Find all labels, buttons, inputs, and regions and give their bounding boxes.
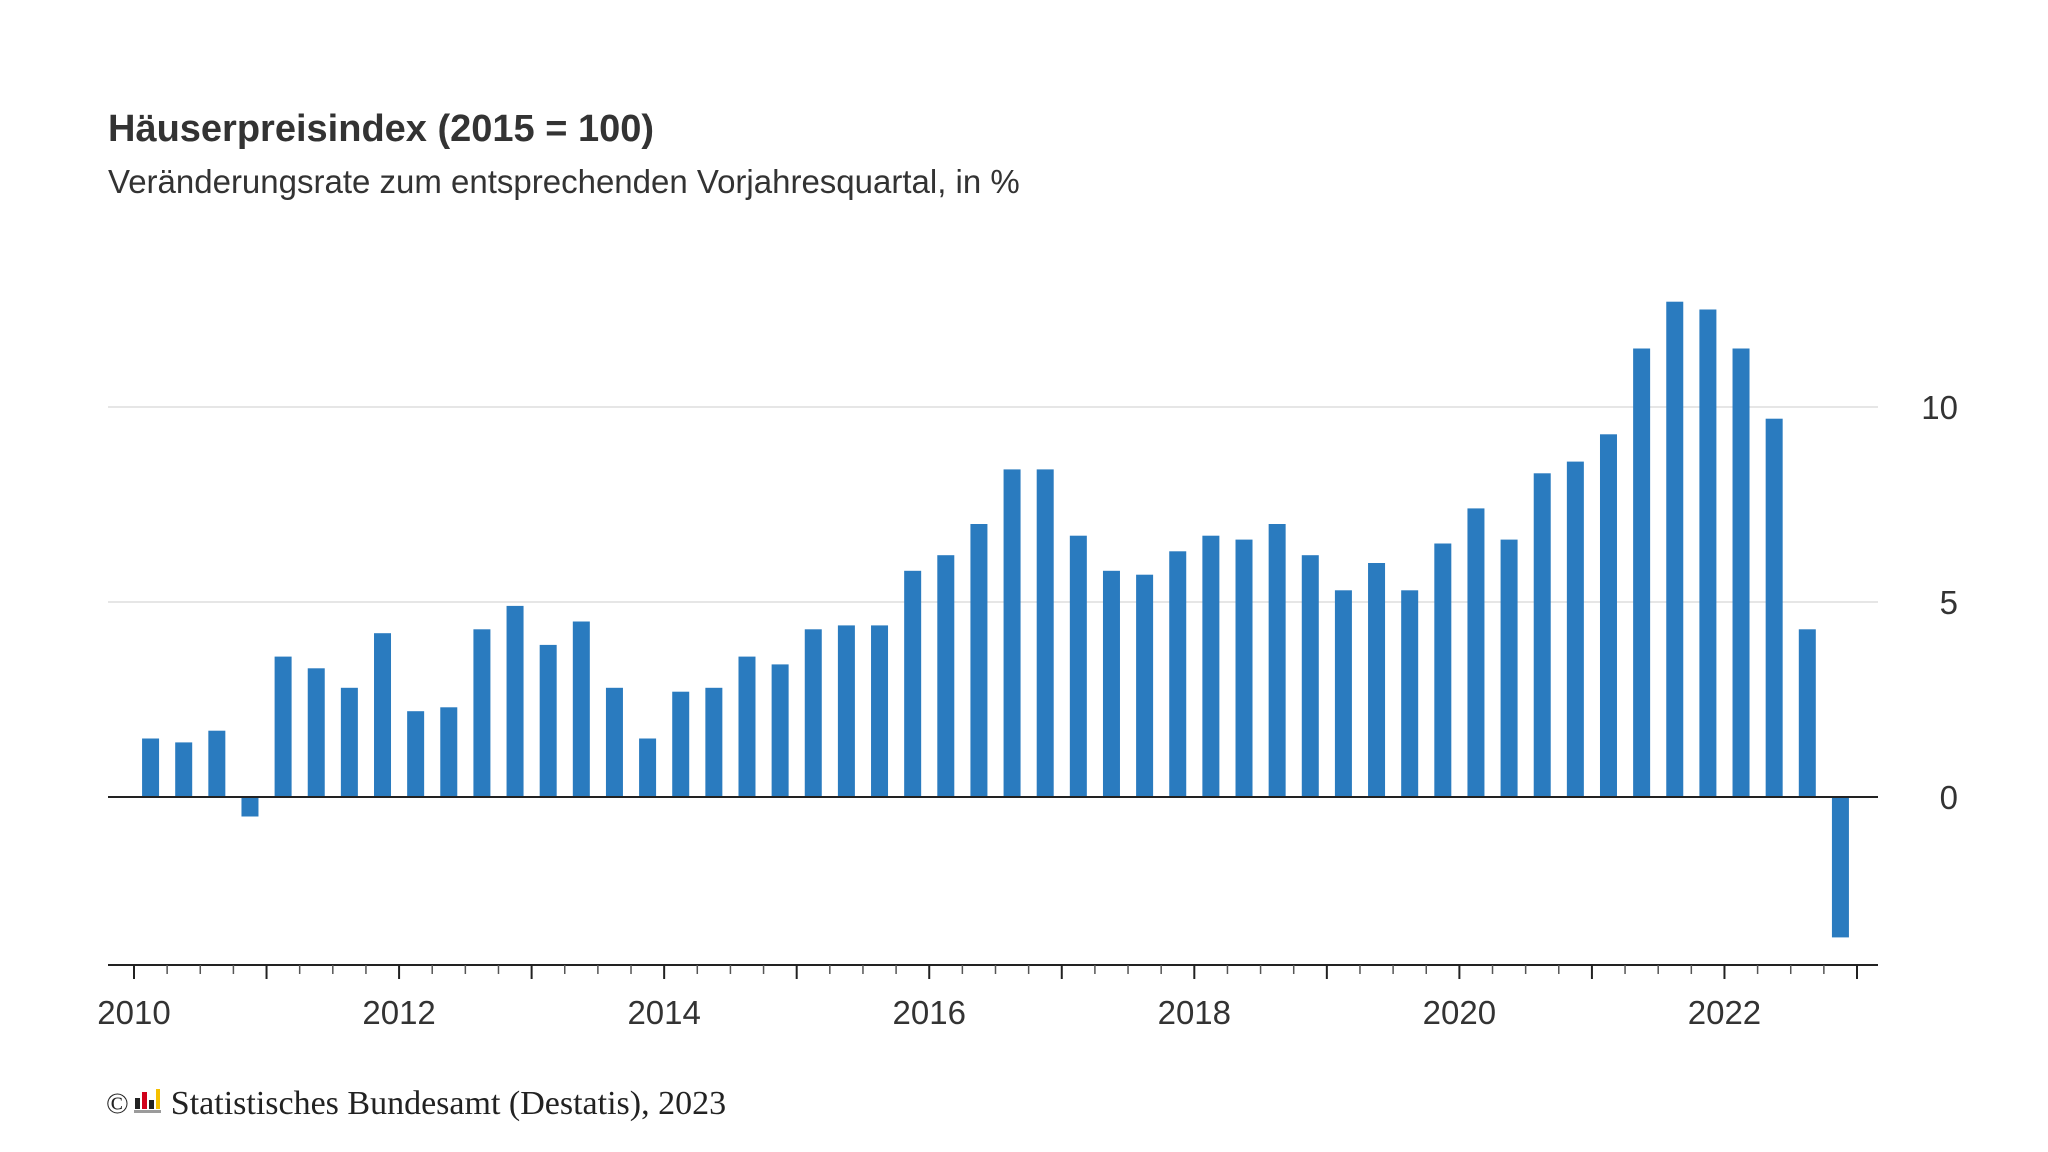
bar [639, 738, 657, 797]
source-text: Statistisches Bundesamt (Destatis), 2023 [170, 1085, 727, 1122]
bar [1500, 539, 1518, 797]
bar [340, 687, 358, 797]
bar [1169, 551, 1187, 797]
bar [1368, 563, 1386, 797]
bar [1136, 574, 1154, 797]
bar [1633, 348, 1651, 797]
bar [672, 691, 690, 797]
x-tick-label: 2018 [1158, 994, 1231, 1031]
x-tick-label: 2020 [1423, 994, 1496, 1031]
bar [1798, 629, 1816, 797]
destatis-logo-icon [133, 1085, 161, 1123]
bar [1467, 508, 1485, 797]
bar [1732, 348, 1750, 797]
bar [1401, 590, 1419, 797]
bar [1599, 434, 1617, 797]
bar [307, 668, 325, 797]
bar [1666, 301, 1684, 797]
bars [142, 301, 1849, 938]
chart-subtitle: Veränderungsrate zum entsprechenden Vorj… [108, 163, 1020, 200]
bar [473, 629, 491, 797]
bar [274, 656, 292, 797]
x-tick-labels: 2010 2012 2014 2016 2018 2020 2022 [97, 994, 1761, 1031]
bar [937, 555, 955, 797]
y-tick-label: 0 [1940, 779, 1958, 816]
bar [241, 797, 259, 817]
bar [1202, 535, 1220, 797]
bar [1533, 473, 1551, 797]
bar [539, 644, 557, 797]
x-tick-label: 2014 [627, 994, 700, 1031]
bar [1102, 570, 1120, 797]
y-tick-label: 10 [1921, 389, 1958, 426]
bar [1765, 418, 1783, 797]
bar [1003, 469, 1021, 797]
chart-title: Häuserpreisindex (2015 = 100) [108, 108, 655, 150]
bar [1831, 797, 1849, 938]
bar [605, 687, 623, 797]
bar [407, 711, 425, 797]
bar [175, 742, 193, 797]
bar [1036, 469, 1054, 797]
bar [374, 633, 392, 797]
x-tick-label: 2016 [893, 994, 966, 1031]
bar [1699, 309, 1717, 797]
x-tick-label: 2012 [362, 994, 435, 1031]
bar [1301, 555, 1319, 797]
bar [837, 625, 855, 797]
axes [108, 796, 1878, 979]
bar [440, 707, 458, 797]
bar [738, 656, 756, 797]
bar [1566, 461, 1584, 797]
y-tick-label: 5 [1940, 584, 1958, 621]
bar [904, 570, 922, 797]
bar [142, 738, 160, 797]
bar [572, 621, 590, 797]
x-tick-label: 2010 [97, 994, 170, 1031]
bar [771, 664, 789, 797]
bar [1235, 539, 1253, 797]
bar [1334, 590, 1352, 797]
bar [1069, 535, 1087, 797]
x-tick-label: 2022 [1688, 994, 1761, 1031]
bar [970, 524, 988, 797]
bar [804, 629, 822, 797]
copyright-symbol: © [106, 1087, 129, 1120]
bar [208, 730, 226, 797]
bar [1434, 543, 1452, 797]
bar [506, 605, 524, 797]
bar [871, 625, 889, 797]
bar [1268, 524, 1286, 797]
bar [705, 687, 723, 797]
y-tick-labels: 0 5 10 [1921, 389, 1958, 816]
source-footer: © Statistisches Bundesamt (Destatis), 20… [106, 1085, 726, 1123]
